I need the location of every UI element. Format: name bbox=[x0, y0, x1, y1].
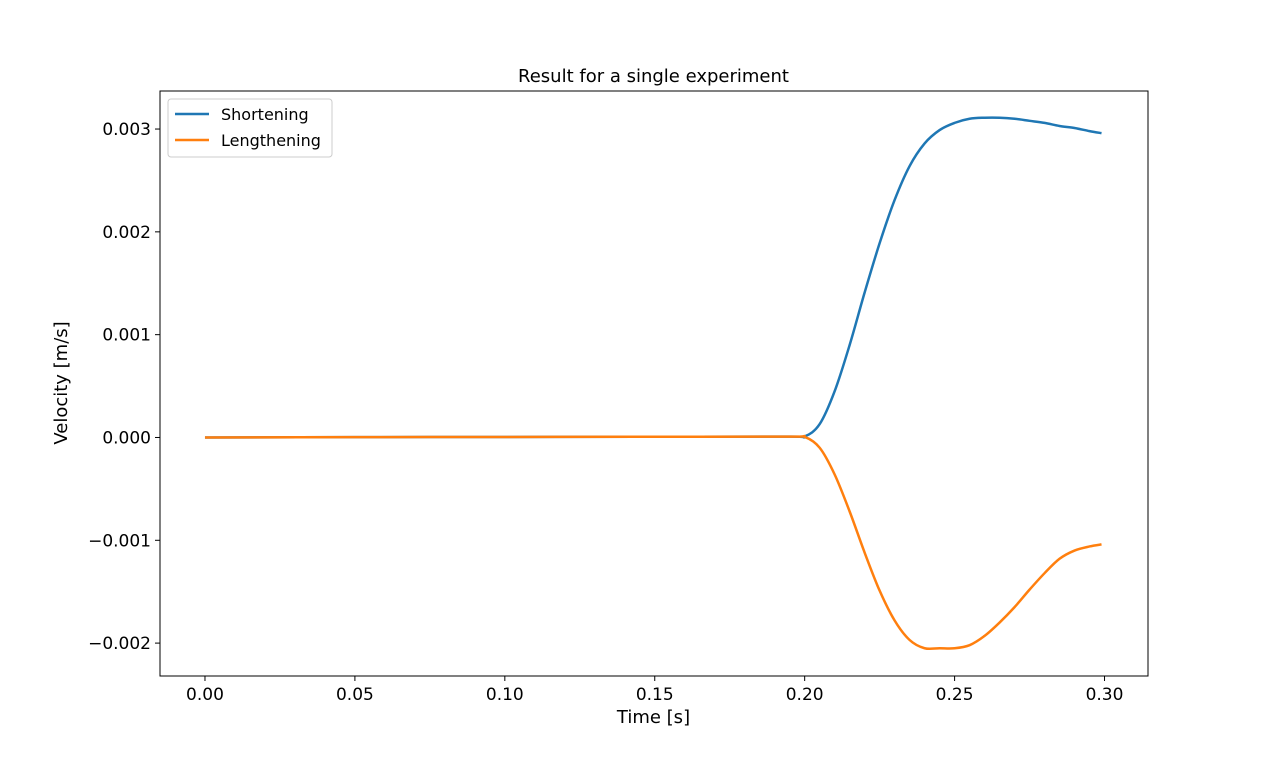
x-tick-label: 0.15 bbox=[636, 685, 674, 705]
legend-label-lengthening: Lengthening bbox=[221, 131, 321, 150]
x-axis-label: Time [s] bbox=[616, 707, 690, 728]
y-tick-label: −0.002 bbox=[88, 634, 151, 654]
y-tick-label: 0.001 bbox=[102, 326, 151, 346]
legend: Shortening Lengthening bbox=[167, 98, 333, 158]
x-tick-label: 0.25 bbox=[936, 685, 974, 705]
x-tick-label: 0.10 bbox=[486, 685, 524, 705]
x-tick-label: 0.00 bbox=[186, 685, 224, 705]
y-axis-label: Velocity [m/s] bbox=[51, 321, 72, 444]
series-line-lengthening bbox=[204, 434, 1102, 651]
x-tick-label: 0.20 bbox=[786, 685, 824, 705]
plot-area bbox=[204, 116, 1102, 651]
legend-label-shortening: Shortening bbox=[221, 105, 309, 124]
x-tick-label: 0.05 bbox=[336, 685, 374, 705]
y-tick-label: −0.001 bbox=[88, 531, 151, 551]
chart-title: Result for a single experiment bbox=[518, 66, 789, 87]
y-tick-label: 0.003 bbox=[102, 120, 151, 140]
y-axis: 0.003 0.002 0.001 0.000 −0.001 −0.002 bbox=[88, 120, 160, 654]
y-tick-label: 0.000 bbox=[102, 428, 151, 448]
x-axis: 0.00 0.05 0.10 0.15 0.20 0.25 0.30 bbox=[186, 676, 1123, 705]
x-tick-label: 0.30 bbox=[1086, 685, 1124, 705]
y-tick-label: 0.002 bbox=[102, 223, 151, 243]
plot-frame bbox=[159, 90, 1149, 677]
